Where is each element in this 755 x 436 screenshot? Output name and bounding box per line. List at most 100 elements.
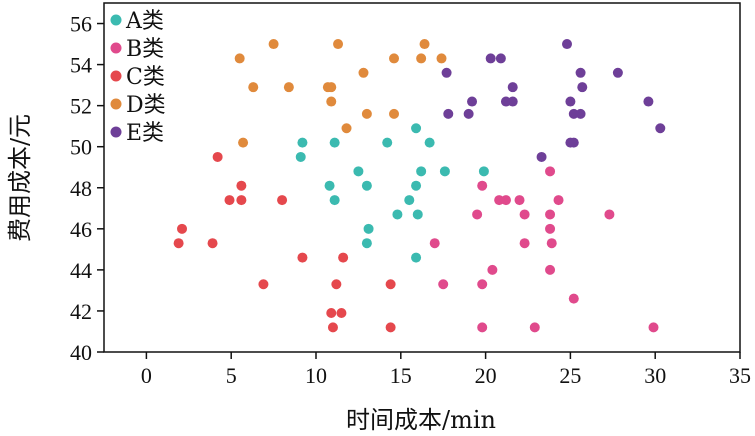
data-point: [338, 252, 349, 263]
data-point: [329, 137, 340, 148]
data-point: [389, 108, 400, 119]
legend-marker: [110, 14, 122, 26]
data-point: [439, 166, 450, 177]
data-point: [436, 53, 447, 64]
data-point: [236, 180, 247, 191]
x-tick-label: 10: [305, 363, 327, 388]
plot-frame: [103, 2, 741, 353]
data-point: [575, 67, 586, 78]
legend-marker: [110, 42, 122, 54]
data-point: [207, 238, 218, 249]
data-point: [529, 322, 540, 333]
data-point: [385, 322, 396, 333]
data-point: [536, 151, 547, 162]
data-point: [477, 180, 488, 191]
data-point: [495, 53, 506, 64]
data-point: [477, 279, 488, 290]
data-point: [326, 307, 337, 318]
data-point: [416, 53, 427, 64]
x-tick-label: 5: [226, 363, 237, 388]
legend-label: C类: [126, 65, 165, 90]
data-point: [361, 108, 372, 119]
x-tick-label: 0: [141, 363, 152, 388]
data-point: [655, 123, 666, 134]
data-point: [404, 195, 415, 206]
data-point: [545, 264, 556, 275]
x-axis: 0 5 10 15 20 25 30 35: [141, 352, 751, 388]
data-point: [604, 209, 615, 220]
data-point: [295, 151, 306, 162]
data-point: [472, 209, 483, 220]
data-point: [568, 293, 579, 304]
y-tick-label: 42: [70, 299, 92, 324]
data-point: [329, 195, 340, 206]
x-tick-label: 15: [390, 363, 412, 388]
data-point: [545, 209, 556, 220]
data-point: [326, 82, 337, 93]
data-point: [297, 252, 308, 263]
y-tick-label: 56: [70, 12, 92, 37]
x-tick-label: 35: [729, 363, 751, 388]
data-point: [562, 39, 573, 50]
y-axis-label: 费用成本/元: [6, 114, 34, 242]
y-tick-label: 48: [70, 176, 92, 201]
data-point: [478, 166, 489, 177]
data-point: [507, 82, 518, 93]
data-point: [411, 123, 422, 134]
data-point: [336, 307, 347, 318]
data-point: [353, 166, 364, 177]
data-point: [212, 151, 223, 162]
data-point: [238, 137, 249, 148]
data-point: [577, 82, 588, 93]
data-point: [411, 180, 422, 191]
data-point: [419, 39, 430, 50]
data-point: [173, 238, 184, 249]
data-point: [441, 67, 452, 78]
data-point: [177, 223, 188, 234]
legend-marker: [110, 126, 122, 138]
y-tick-label: 46: [70, 217, 92, 242]
data-point: [507, 96, 518, 107]
data-point: [224, 195, 235, 206]
data-point: [429, 238, 440, 249]
data-point: [411, 252, 422, 263]
data-point: [341, 123, 352, 134]
data-point: [575, 108, 586, 119]
data-point: [389, 53, 400, 64]
data-point: [553, 195, 564, 206]
data-point: [485, 53, 496, 64]
data-point: [363, 223, 374, 234]
data-point: [487, 264, 498, 275]
legend: A类 B类 C类 D类 E类: [110, 9, 166, 146]
data-point: [519, 209, 530, 220]
data-point: [612, 67, 623, 78]
data-point: [333, 39, 344, 50]
x-axis-label: 时间成本/min: [346, 406, 496, 434]
x-tick-label: 30: [644, 363, 666, 388]
legend-label: E类: [126, 121, 164, 146]
data-point: [463, 108, 474, 119]
data-point: [443, 108, 454, 119]
data-point: [361, 238, 372, 249]
data-point: [236, 195, 247, 206]
data-point: [277, 195, 288, 206]
data-point: [283, 82, 294, 93]
legend-label: B类: [126, 37, 164, 62]
data-point: [324, 180, 335, 191]
data-points: [173, 39, 666, 333]
legend-marker: [110, 70, 122, 82]
data-point: [514, 195, 525, 206]
data-point: [326, 96, 337, 107]
data-point: [545, 223, 556, 234]
data-point: [546, 238, 557, 249]
data-point: [248, 82, 259, 93]
data-point: [412, 209, 423, 220]
y-tick-label: 52: [70, 94, 92, 119]
data-point: [568, 137, 579, 148]
y-tick-label: 40: [70, 340, 92, 365]
data-point: [545, 166, 556, 177]
legend-label: D类: [126, 93, 166, 118]
data-point: [297, 137, 308, 148]
data-point: [268, 39, 279, 50]
